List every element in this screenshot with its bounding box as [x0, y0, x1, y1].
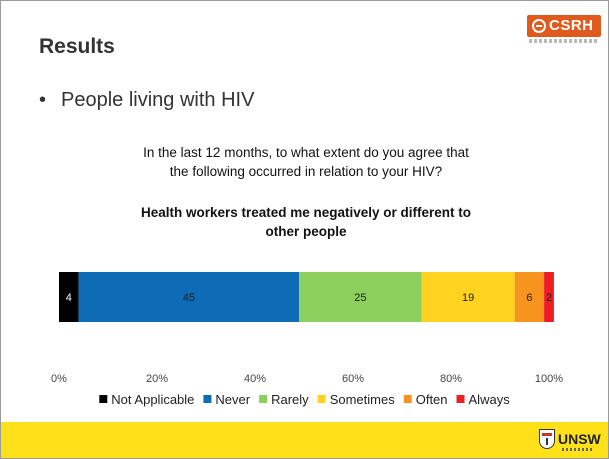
x-tick-label-4: 80% — [440, 373, 462, 385]
x-tick-label-1: 20% — [146, 373, 168, 385]
legend-swatch-3 — [317, 395, 326, 403]
data-label-5: 2 — [546, 292, 552, 304]
bar-segment-3 — [421, 272, 515, 322]
x-tick-label-2: 40% — [244, 373, 266, 385]
csrh-badge: CSRH — [527, 15, 601, 37]
stacked-bar-chart: 4 45 25 19 6 20% 20% 40% 60% 80% 100%Not Applicabl… — [51, 272, 563, 407]
legend-label-1: Never — [215, 392, 250, 407]
chart-title: Health workers treated me negatively or … — [61, 203, 551, 241]
data-label-1: 45 — [183, 292, 195, 304]
legend-swatch-4 — [403, 395, 412, 403]
bar-segment-2 — [299, 272, 422, 322]
data-label-3: 19 — [462, 292, 474, 304]
csrh-ring-icon — [532, 19, 546, 33]
survey-question: In the last 12 months, to what extent do… — [61, 143, 551, 181]
survey-question-line-2: the following occurred in relation to yo… — [169, 164, 443, 179]
bullet-text: People living with HIV — [61, 89, 255, 111]
bar-segment-0 — [59, 272, 79, 322]
legend-label-2: Rarely — [271, 392, 309, 407]
legend-swatch-5 — [456, 395, 465, 403]
legend-swatch-1 — [203, 395, 212, 403]
x-tick-label-0: 0% — [51, 373, 67, 385]
unsw-tagline — [562, 448, 592, 451]
legend-label-3: Sometimes — [330, 392, 396, 407]
chart-title-line-2: other people — [265, 224, 347, 239]
bar-segment-5 — [544, 272, 554, 322]
csrh-tagline — [529, 39, 599, 43]
legend-label-5: Always — [469, 392, 511, 407]
bullet-item: • People living with HIV — [39, 89, 254, 112]
csrh-logo: CSRH — [527, 15, 601, 45]
unsw-logo-text: UNSW — [558, 431, 601, 447]
legend-swatch-2 — [259, 395, 268, 403]
bullet-dot-icon: • — [39, 89, 47, 111]
slide-title: Results — [39, 35, 115, 58]
x-tick-label-3: 60% — [342, 373, 364, 385]
legend-label-0: Not Applicable — [111, 392, 194, 407]
legend-label-4: Often — [416, 392, 448, 407]
survey-question-line-1: In the last 12 months, to what extent do… — [143, 145, 469, 160]
bar-segment-1 — [78, 272, 300, 322]
legend-swatch-0 — [99, 395, 108, 403]
footer-bar — [1, 422, 608, 458]
data-label-2: 25 — [354, 292, 366, 304]
unsw-logo: UNSW — [539, 428, 601, 454]
data-label-4: 6 — [526, 292, 532, 304]
bar-segment-4 — [514, 272, 545, 322]
csrh-logo-text: CSRH — [549, 17, 594, 34]
unsw-crest-icon — [539, 429, 555, 449]
x-tick-label-5: 100% — [535, 373, 563, 385]
data-label-0: 4 — [66, 292, 72, 304]
chart-title-line-1: Health workers treated me negatively or … — [140, 205, 472, 220]
